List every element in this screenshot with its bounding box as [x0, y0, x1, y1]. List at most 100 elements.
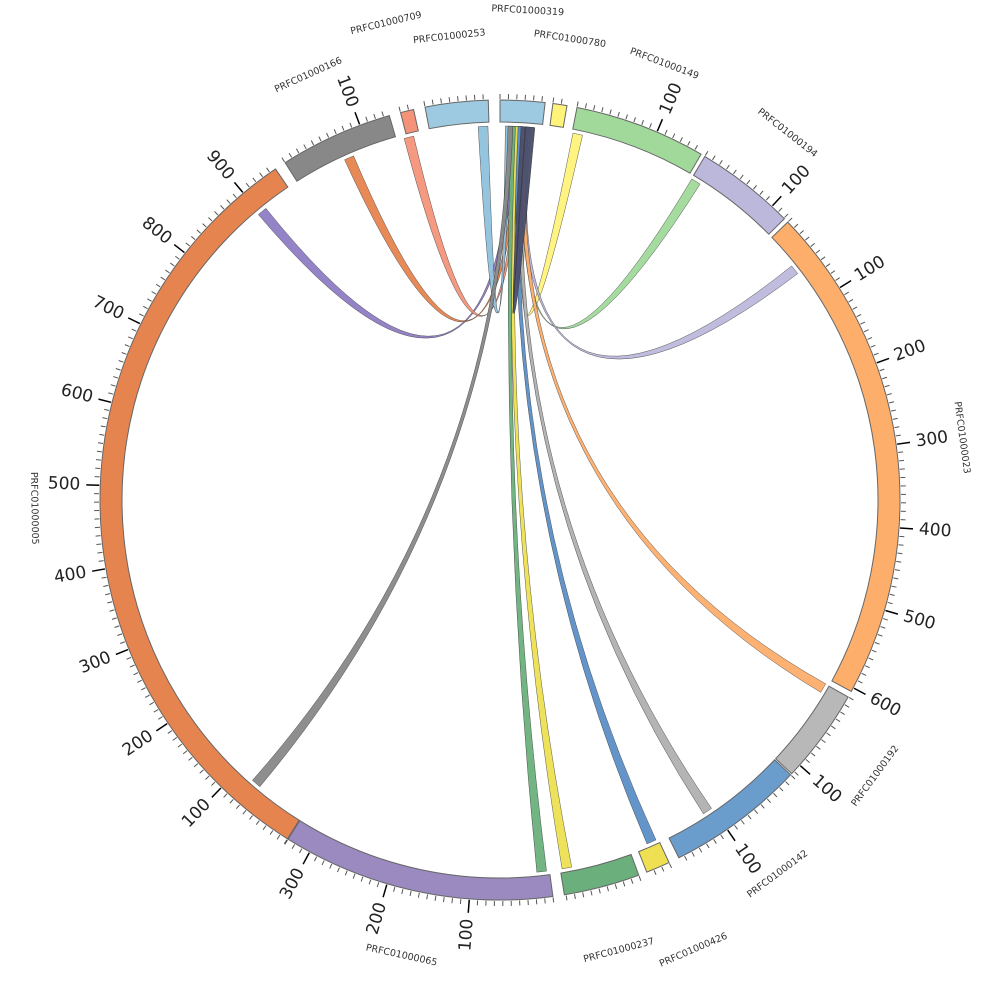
group-arc[interactable]	[284, 114, 397, 182]
tick-label: 100	[332, 73, 362, 110]
minor-tick	[97, 551, 103, 554]
tick-label: 300	[76, 647, 114, 678]
group-arc[interactable]	[668, 759, 792, 859]
minor-tick	[679, 137, 683, 142]
major-tick	[382, 884, 388, 898]
minor-tick	[310, 140, 315, 146]
minor-tick	[895, 434, 901, 437]
chord-ribbon	[512, 126, 536, 314]
minor-tick	[291, 844, 296, 849]
minor-tick	[365, 116, 368, 122]
minor-tick	[443, 897, 445, 903]
group-PRFC01000319: PRFC01000319	[491, 3, 564, 125]
major-tick	[92, 568, 106, 572]
minor-tick	[199, 769, 204, 774]
minor-tick	[896, 560, 902, 563]
group-arc[interactable]	[549, 102, 568, 128]
minor-tick	[788, 217, 793, 222]
minor-tick	[760, 804, 765, 809]
major-tick	[727, 829, 736, 842]
minor-tick	[220, 205, 225, 210]
minor-tick	[894, 569, 900, 571]
minor-tick	[110, 384, 116, 387]
minor-tick	[888, 401, 895, 404]
group-label: PRFC01000253	[413, 27, 487, 46]
major-tick	[155, 723, 168, 732]
group-arc[interactable]	[399, 108, 419, 135]
minor-tick	[165, 269, 170, 274]
minor-tick	[131, 328, 137, 332]
group-label: PRFC01000780	[533, 28, 607, 50]
minor-tick	[373, 113, 376, 119]
minor-tick	[544, 898, 546, 904]
group-arc[interactable]	[99, 168, 300, 840]
minor-tick	[754, 809, 759, 815]
tick-label: 100	[178, 795, 215, 832]
minor-tick	[879, 368, 885, 372]
major-tick	[98, 398, 112, 404]
group-arc[interactable]	[499, 99, 546, 125]
tick-label: 100	[730, 840, 765, 878]
minor-tick	[283, 839, 288, 845]
minor-tick	[288, 152, 293, 158]
minor-tick	[672, 133, 676, 139]
group-arc[interactable]	[287, 819, 554, 901]
minor-tick	[175, 255, 180, 260]
chord-ribbon	[508, 125, 547, 873]
group-arc[interactable]	[572, 106, 702, 174]
minor-tick	[719, 159, 723, 165]
minor-tick	[235, 804, 240, 810]
minor-tick	[138, 313, 144, 317]
tick-label: 300	[276, 865, 309, 903]
minor-tick	[151, 291, 157, 295]
minor-tick	[884, 384, 890, 388]
minor-tick	[341, 125, 345, 131]
major-tick	[354, 111, 361, 125]
group-label: PRFC01000709	[349, 10, 422, 38]
tick-label: 100	[656, 80, 687, 118]
minor-tick	[712, 155, 716, 161]
group-PRFC01000709: PRFC01000709	[349, 10, 423, 135]
minor-tick	[810, 243, 815, 247]
group-arc[interactable]	[692, 155, 786, 235]
group-arc[interactable]	[424, 99, 490, 130]
minor-tick	[826, 732, 831, 737]
minor-tick	[177, 743, 183, 748]
minor-tick	[630, 878, 634, 884]
minor-tick	[791, 775, 796, 780]
group-arc[interactable]	[560, 853, 640, 896]
minor-tick	[590, 890, 593, 896]
minor-tick	[874, 641, 880, 645]
minor-tick	[155, 283, 161, 288]
tick-label: 900	[202, 146, 238, 184]
minor-tick	[649, 123, 652, 129]
minor-tick	[882, 618, 888, 621]
minor-tick	[863, 329, 869, 333]
group-arc[interactable]	[638, 841, 670, 873]
minor-tick	[778, 207, 783, 212]
minor-tick	[625, 114, 628, 120]
minor-tick	[190, 235, 196, 240]
minor-tick	[867, 337, 873, 340]
major-tick	[876, 357, 890, 364]
minor-tick	[704, 151, 709, 156]
major-tick	[896, 441, 911, 445]
minor-tick	[276, 834, 281, 840]
minor-tick	[344, 870, 348, 876]
minor-tick	[313, 856, 318, 862]
tick-label: 700	[89, 292, 127, 324]
minor-tick	[664, 129, 668, 135]
minor-tick	[669, 863, 673, 869]
minor-tick	[245, 182, 250, 188]
minor-tick	[352, 873, 356, 879]
minor-tick	[861, 672, 867, 676]
minor-tick	[229, 799, 234, 804]
minor-tick	[576, 101, 579, 107]
group-arc[interactable]	[771, 221, 901, 693]
minor-tick	[208, 217, 213, 222]
minor-tick	[825, 263, 831, 267]
minor-tick	[188, 756, 193, 761]
minor-tick	[871, 649, 877, 653]
group-arc[interactable]	[774, 685, 849, 775]
